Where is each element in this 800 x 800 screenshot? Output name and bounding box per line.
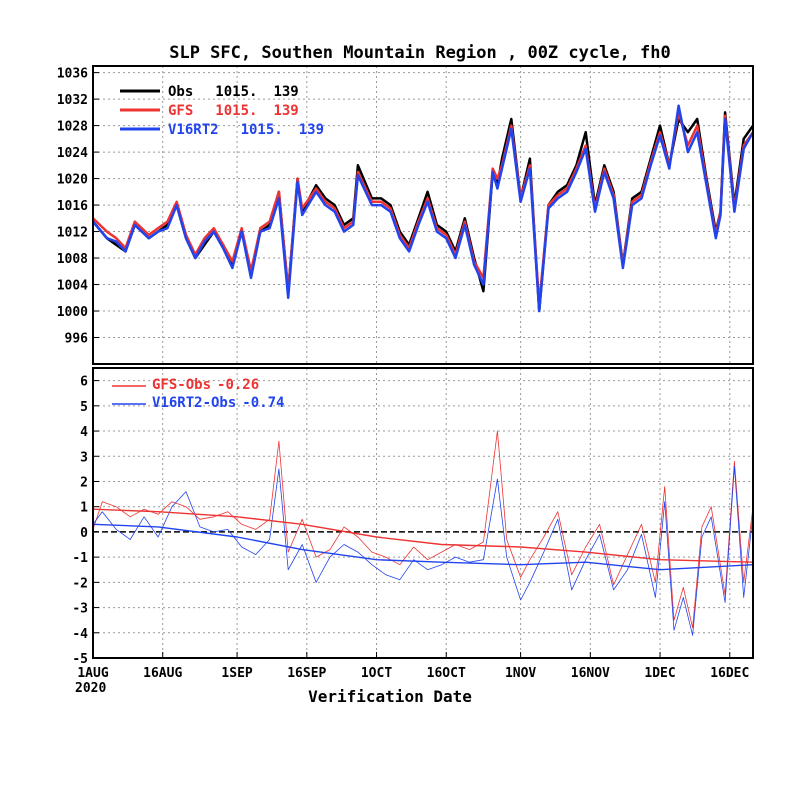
y-tick-label: -5 [72, 652, 88, 667]
x-tick-label: 16OCT [427, 666, 466, 681]
legend-label-gfs-obs: GFS-Obs -0.26 [152, 377, 259, 393]
x-tick-label: 16DEC [710, 666, 749, 681]
y-tick-label: -4 [72, 627, 88, 642]
y-tick-label: 5 [80, 400, 88, 415]
x-tick-label: 1SEP [221, 666, 252, 681]
series-line-v16rt2 [92, 104, 755, 313]
y-tick-label: 1 [80, 501, 88, 516]
legend-label-v16rt2-obs: V16RT2-Obs -0.74 [152, 395, 284, 411]
y-tick-label: 1028 [57, 120, 88, 135]
series-line-v16rt2-obs-running-mean [92, 523, 754, 571]
top-panel-frame [92, 65, 754, 365]
y-tick-label: -2 [72, 576, 88, 591]
y-tick-label: 1036 [57, 67, 88, 82]
bottom-panel-series [92, 430, 754, 636]
series-line-gfs-obs [92, 430, 754, 629]
x-axis-ticks: 1AUG 16AUG 1SEP 16SEP 1OCT 16OCT 1NOV 16NOV 1DEC… [77, 652, 749, 681]
series-line-v16rt2-obs [92, 465, 754, 636]
y-tick-label: 1024 [57, 146, 88, 161]
y-tick-label: 1000 [57, 305, 88, 320]
x-tick-label: 1OCT [361, 666, 392, 681]
x-tick-label: 16AUG [143, 666, 182, 681]
y-tick-label: 0 [80, 526, 88, 541]
x-axis-label: Verification Date [308, 687, 472, 706]
series-line-gfs-obs-running-mean [92, 508, 754, 563]
legend-label-v16rt2: V16RT2 1015. 139 [168, 122, 324, 138]
y-tick-label: 1004 [57, 279, 88, 294]
top-panel-grid [93, 66, 753, 364]
y-tick-label: 3 [80, 450, 88, 465]
y-tick-label: 1032 [57, 93, 88, 108]
y-tick-label: 6 [80, 375, 88, 390]
x-axis-year: 2020 [75, 681, 106, 696]
y-tick-label: 1008 [57, 252, 88, 267]
top-legend: Obs 1015. 139 GFS 1015. 139 V16RT2 1015. 139 [120, 84, 324, 138]
bottom-panel-y-ticks: -5 -4 -3 -2 -1 0 1 2 3 4 5 6 [72, 375, 99, 667]
bottom-legend: GFS-Obs -0.26 V16RT2-Obs -0.74 [112, 377, 284, 411]
x-tick-label: 1NOV [505, 666, 536, 681]
y-tick-label: -3 [72, 602, 88, 617]
x-tick-label: 16SEP [287, 666, 326, 681]
x-tick-label: 1AUG [77, 666, 108, 681]
x-tick-label: 16NOV [571, 666, 610, 681]
y-tick-label: 996 [65, 332, 89, 347]
y-tick-label: 2 [80, 475, 88, 490]
y-tick-label: -1 [72, 551, 88, 566]
top-panel-y-ticks: 996 1000 1004 1008 1012 1016 1020 1024 1028 1032 1… [57, 67, 99, 347]
y-tick-label: 1012 [57, 226, 88, 241]
bottom-panel-frame [92, 367, 754, 659]
legend-label-obs: Obs 1015. 139 [168, 84, 299, 100]
x-tick-label: 1DEC [644, 666, 675, 681]
legend-label-gfs: GFS 1015. 139 [168, 103, 299, 119]
y-tick-label: 4 [80, 425, 88, 440]
chart-title: SLP SFC, Southen Mountain Region , 00Z c… [169, 43, 671, 63]
top-panel-series [92, 104, 755, 313]
y-tick-label: 1020 [57, 173, 88, 188]
y-tick-label: 1016 [57, 199, 88, 214]
